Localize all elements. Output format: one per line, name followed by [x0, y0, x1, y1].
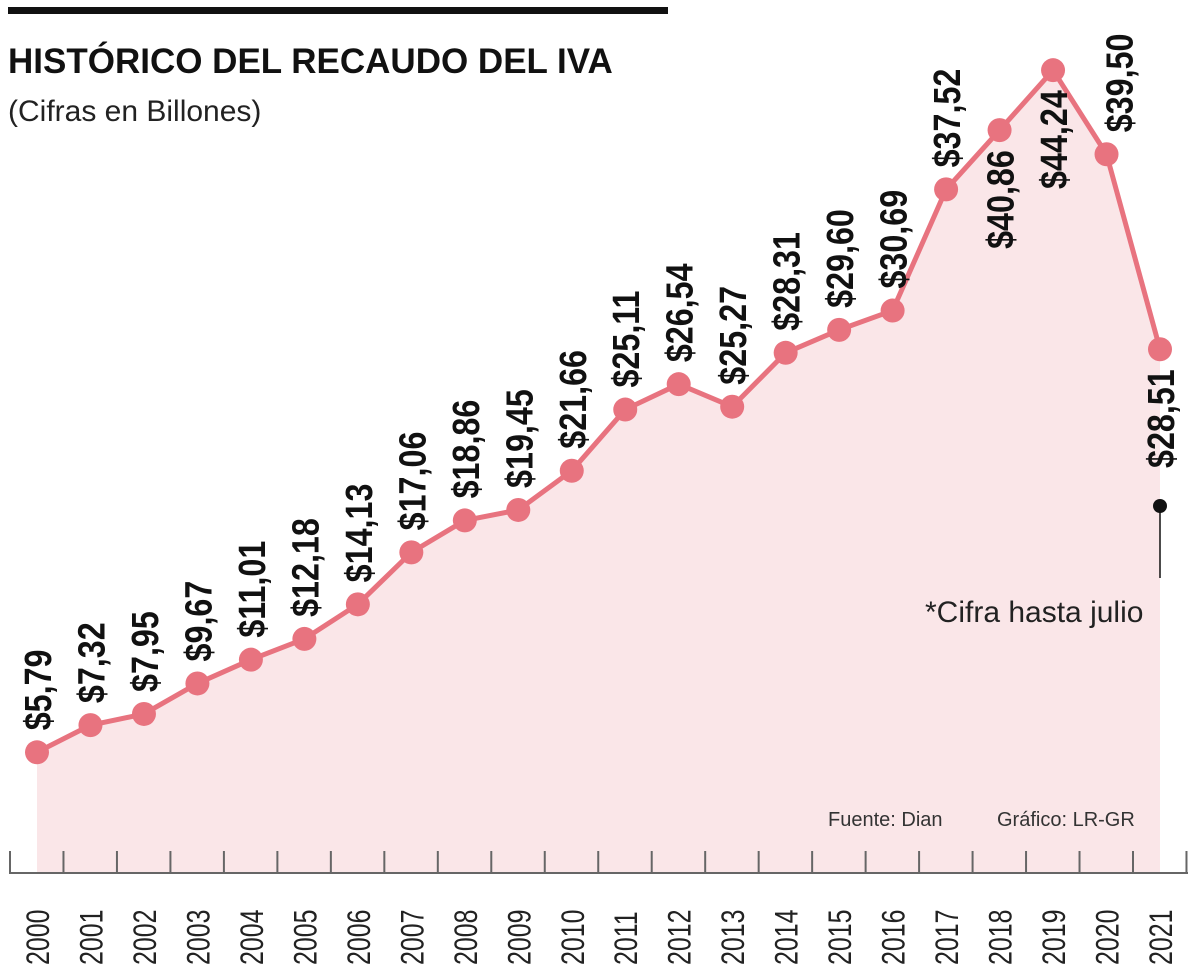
series-line	[35, 67, 1163, 755]
data-label: $37,52	[927, 69, 969, 168]
x-tick-label: 2000	[21, 909, 57, 965]
data-label: $14,13	[338, 484, 380, 583]
x-tick-label: 2004	[235, 909, 271, 965]
x-tick-label: 2010	[556, 909, 592, 965]
x-tick-label: 2005	[289, 909, 325, 965]
data-label: $17,06	[392, 432, 434, 531]
data-label: $25,11	[606, 291, 648, 388]
x-tick-label: 2021	[1144, 909, 1180, 965]
data-point	[827, 317, 852, 342]
x-tick-label: 2002	[128, 909, 164, 965]
annotation-note: *Cifra hasta julio	[925, 596, 1143, 629]
data-point	[880, 298, 905, 323]
data-label: $7,32	[71, 622, 113, 703]
data-label: $28,31	[766, 232, 808, 331]
data-label: $5,79	[18, 649, 60, 730]
data-label: $40,86	[980, 150, 1022, 249]
data-label: $18,86	[445, 400, 487, 499]
x-tick-label: 2006	[342, 909, 378, 965]
data-label: $44,24	[1034, 90, 1076, 189]
data-point	[452, 508, 477, 533]
data-point	[666, 372, 691, 397]
x-tick-label: 2012	[663, 909, 699, 965]
data-point	[78, 713, 103, 738]
data-point	[559, 458, 584, 483]
x-tick-label: 2018	[984, 909, 1020, 965]
title-bar	[8, 7, 668, 14]
area-fill	[37, 70, 1160, 874]
data-point	[934, 177, 959, 202]
data-point	[1041, 58, 1066, 83]
data-point	[25, 740, 49, 765]
data-point	[399, 540, 424, 565]
x-tick-label: 2001	[75, 909, 111, 965]
x-tick-label: 2016	[877, 909, 913, 965]
x-tick-label: 2008	[449, 909, 485, 965]
x-tick-label: 2009	[502, 909, 538, 965]
data-label: $9,67	[178, 581, 220, 662]
data-label: $39,50	[1099, 34, 1141, 133]
data-label: $21,66	[552, 350, 594, 449]
data-point	[720, 394, 745, 419]
data-point	[773, 340, 798, 365]
data-point	[1094, 142, 1119, 167]
x-tick-label: 2020	[1091, 909, 1127, 965]
data-label: $12,18	[285, 518, 327, 617]
chart-title: HISTÓRICO DEL RECAUDO DEL IVA	[8, 41, 613, 81]
data-label: $29,60	[820, 209, 862, 308]
source-text: Fuente: Dian	[828, 809, 943, 831]
data-point	[506, 497, 531, 522]
data-label: $28,51	[1141, 369, 1183, 468]
credit-text: Gráfico: LR-GR	[997, 809, 1135, 831]
x-tick-label: 2015	[823, 909, 859, 965]
chart-subtitle: (Cifras en Billones)	[8, 95, 261, 128]
data-point	[987, 118, 1012, 143]
data-point	[131, 701, 156, 726]
data-point	[1148, 337, 1172, 362]
data-label: $19,45	[499, 389, 541, 488]
data-label: $25,27	[713, 286, 755, 385]
data-label: $11,01	[232, 541, 274, 638]
data-label: $26,54	[659, 263, 701, 362]
data-point	[292, 626, 317, 651]
x-tick-label: 2017	[930, 909, 966, 965]
data-label: $30,69	[873, 190, 915, 289]
x-tick-label: 2013	[716, 909, 752, 965]
data-point	[613, 397, 638, 422]
data-point	[185, 671, 210, 696]
data-point	[238, 647, 263, 672]
x-tick-label: 2019	[1037, 909, 1073, 965]
data-point	[345, 592, 370, 617]
x-tick-label: 2014	[770, 909, 806, 965]
x-tick-label: 2007	[395, 909, 431, 965]
data-label: $7,95	[125, 611, 167, 692]
x-tick-label: 2011	[609, 911, 645, 965]
x-tick-label: 2003	[182, 909, 218, 965]
